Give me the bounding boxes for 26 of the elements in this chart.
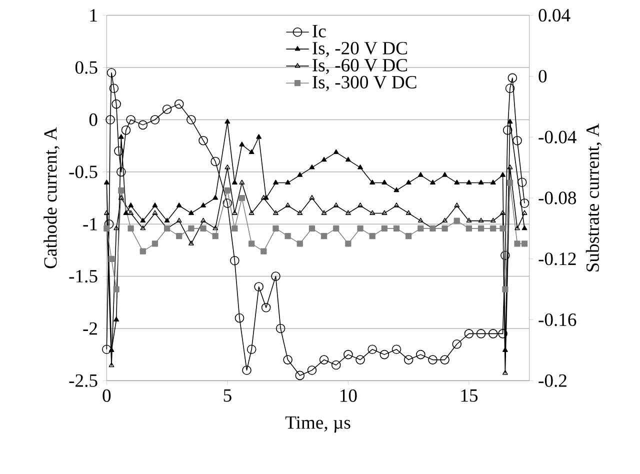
x-tick-label: 10 xyxy=(340,389,357,402)
y2-tick-label: -0.12 xyxy=(538,252,576,266)
y2-tick-label: 0 xyxy=(538,70,547,82)
y2-tick-label: -0.04 xyxy=(538,130,576,144)
y-tick-label: 1 xyxy=(90,9,97,22)
y-tick-label: -1 xyxy=(83,218,97,230)
y-tick-label: 0.5 xyxy=(75,61,98,74)
y-tick-label: 0 xyxy=(89,113,98,126)
x-axis-title: Time, µs xyxy=(285,416,350,433)
legend-label: Is, -20 V DC xyxy=(312,42,407,58)
y2-axis-title: Substrate current, A xyxy=(586,124,602,272)
y-axis-title: Cathode current, A xyxy=(44,127,60,268)
y2-tick-label: -0.08 xyxy=(538,192,576,204)
y-tick-label: -0.5 xyxy=(69,166,98,178)
y2-tick-label: -0.16 xyxy=(538,313,576,326)
legend-label: Is, -300 V DC xyxy=(312,76,416,92)
x-tick-label: 0 xyxy=(102,389,111,402)
y-tick-label: -2.5 xyxy=(69,374,98,387)
y2-tick-label: 0.04 xyxy=(538,9,570,22)
x-tick-label: 5 xyxy=(224,389,232,402)
y-tick-label: -1.5 xyxy=(69,270,98,283)
y2-tick-label: -0.2 xyxy=(538,374,566,387)
legend-label: Ic xyxy=(312,25,326,38)
legend-label: Is, -60 V DC xyxy=(312,58,407,74)
x-tick-label: 15 xyxy=(461,389,478,402)
y-tick-label: -2 xyxy=(83,322,97,335)
